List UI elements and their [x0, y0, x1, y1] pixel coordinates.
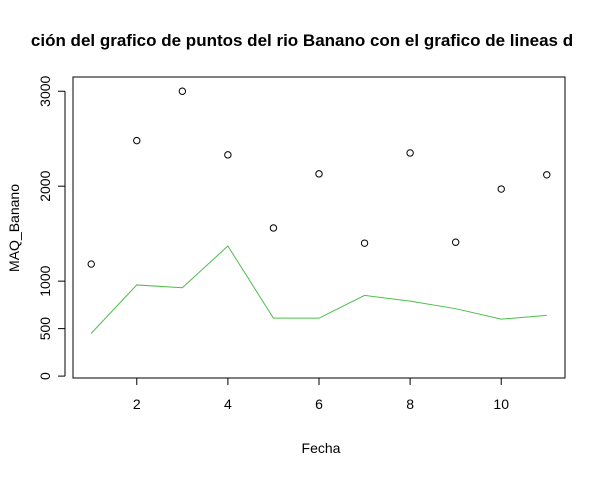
data-point: [360, 239, 369, 247]
data-point: [497, 185, 505, 193]
x-tick-label: 4: [224, 396, 232, 412]
series-line-path: [90, 245, 547, 334]
y-axis-label: MAQ_Banano: [6, 184, 22, 272]
data-point: [269, 224, 278, 232]
y-tick-label: 500: [37, 317, 53, 341]
x-axis-label: Fecha: [302, 440, 341, 456]
x-axis: 2 4 6 8 10: [133, 377, 509, 412]
y-axis: 0 500 1000 2000 3000: [37, 75, 66, 380]
line-series: [90, 245, 547, 334]
x-tick-label: 8: [406, 396, 414, 412]
data-point: [87, 260, 95, 268]
data-point: [178, 87, 187, 95]
data-point: [133, 136, 141, 145]
x-tick-label: 10: [493, 396, 509, 412]
x-tick-label: 6: [315, 396, 323, 412]
data-point: [543, 171, 551, 179]
x-tick-label: 2: [133, 396, 141, 412]
data-point: [224, 151, 232, 159]
y-tick-label: 3000: [37, 75, 53, 106]
data-point: [406, 149, 414, 157]
data-point: [451, 238, 460, 246]
data-point: [315, 170, 323, 178]
y-tick-label: 2000: [37, 170, 53, 201]
y-tick-label: 1000: [37, 265, 53, 296]
chart-title: ción del grafico de puntos del rio Banan…: [31, 31, 573, 50]
plot-box: [72, 76, 566, 379]
scatter-series: [87, 87, 551, 268]
y-tick-label: 0: [37, 372, 53, 380]
